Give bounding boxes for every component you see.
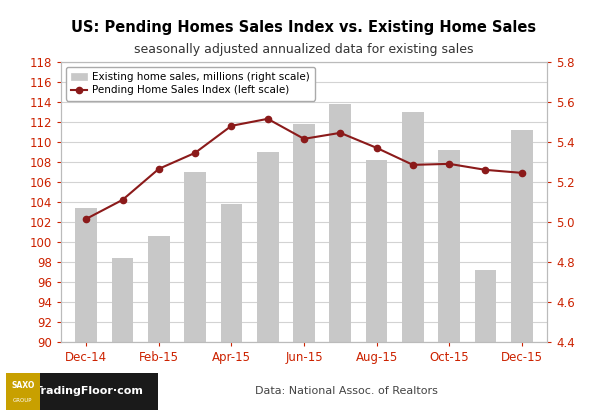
- Bar: [511, 130, 533, 342]
- Text: US: Pending Homes Sales Index vs. Existing Home Sales: US: Pending Homes Sales Index vs. Existi…: [71, 20, 537, 35]
- Bar: [438, 150, 460, 342]
- Bar: [112, 258, 133, 342]
- Text: GROUP: GROUP: [13, 398, 33, 403]
- Bar: [330, 104, 351, 342]
- Bar: [75, 208, 97, 342]
- Bar: [148, 236, 170, 342]
- Text: SAXO: SAXO: [11, 382, 35, 390]
- Bar: [293, 124, 315, 342]
- Bar: [475, 270, 496, 342]
- Bar: [221, 204, 243, 342]
- Text: seasonally adjusted annualized data for existing sales: seasonally adjusted annualized data for …: [134, 43, 474, 56]
- Bar: [365, 160, 387, 342]
- Text: TradingFloor·com: TradingFloor·com: [35, 386, 144, 396]
- Legend: Existing home sales, millions (right scale), Pending Home Sales Index (left scal: Existing home sales, millions (right sca…: [66, 67, 315, 101]
- Bar: [184, 172, 206, 342]
- Bar: [402, 112, 424, 342]
- Bar: [257, 152, 278, 342]
- Text: Data: National Assoc. of Realtors: Data: National Assoc. of Realtors: [255, 386, 438, 396]
